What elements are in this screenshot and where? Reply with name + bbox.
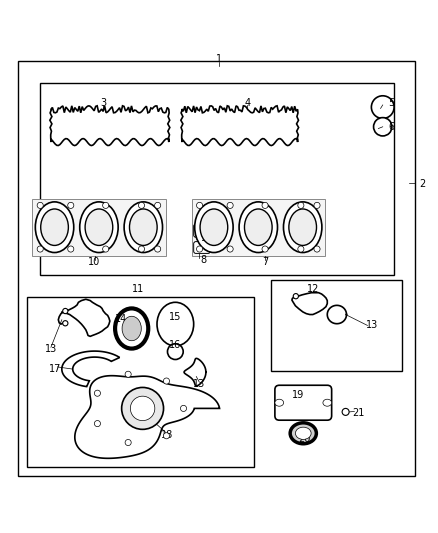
Bar [192, 199, 325, 256]
Text: 10: 10 [88, 257, 101, 267]
Ellipse shape [293, 294, 298, 299]
Text: 8: 8 [201, 255, 207, 265]
Ellipse shape [163, 378, 170, 384]
Ellipse shape [115, 309, 148, 349]
Ellipse shape [122, 387, 163, 430]
Text: 18: 18 [160, 430, 173, 440]
FancyBboxPatch shape [194, 224, 210, 237]
Ellipse shape [138, 203, 145, 208]
Ellipse shape [262, 246, 268, 252]
Ellipse shape [63, 321, 68, 326]
Text: 13: 13 [45, 344, 57, 354]
Ellipse shape [41, 209, 68, 245]
Text: 20: 20 [298, 434, 311, 444]
Ellipse shape [68, 246, 74, 252]
Ellipse shape [227, 246, 233, 252]
Ellipse shape [102, 246, 109, 252]
Text: 5: 5 [389, 98, 395, 108]
Text: 13: 13 [366, 320, 378, 330]
Ellipse shape [244, 209, 272, 245]
Ellipse shape [374, 118, 392, 136]
Polygon shape [50, 106, 170, 146]
Ellipse shape [125, 440, 131, 446]
Ellipse shape [262, 203, 268, 208]
Text: 3: 3 [100, 98, 106, 108]
Ellipse shape [155, 246, 161, 252]
Ellipse shape [200, 209, 228, 245]
Ellipse shape [157, 302, 194, 346]
Ellipse shape [94, 390, 100, 396]
FancyBboxPatch shape [194, 241, 210, 253]
Text: 15: 15 [169, 312, 181, 322]
Text: 13: 13 [193, 379, 205, 390]
Ellipse shape [85, 209, 113, 245]
Ellipse shape [289, 209, 317, 245]
Text: 16: 16 [169, 340, 181, 350]
Ellipse shape [102, 203, 109, 208]
Ellipse shape [94, 421, 100, 426]
Ellipse shape [283, 202, 322, 253]
Bar [32, 199, 166, 256]
Ellipse shape [195, 202, 233, 253]
Polygon shape [62, 351, 120, 386]
Ellipse shape [227, 203, 233, 208]
Ellipse shape [295, 427, 311, 439]
Polygon shape [181, 106, 299, 146]
Text: 2: 2 [419, 179, 425, 189]
Bar [27, 297, 254, 467]
Text: 9: 9 [201, 233, 207, 243]
Text: 1: 1 [216, 54, 222, 64]
Text: 21: 21 [353, 408, 365, 418]
Ellipse shape [314, 246, 320, 252]
Text: 19: 19 [291, 390, 304, 400]
Ellipse shape [197, 246, 203, 252]
Ellipse shape [35, 202, 74, 253]
Ellipse shape [155, 203, 161, 208]
Ellipse shape [138, 246, 145, 252]
Text: 4: 4 [244, 98, 251, 108]
Ellipse shape [371, 96, 394, 118]
Bar [272, 280, 403, 372]
Ellipse shape [180, 405, 187, 411]
Text: 11: 11 [132, 284, 145, 294]
Text: 14: 14 [115, 314, 127, 324]
Text: 6: 6 [389, 122, 395, 132]
Ellipse shape [239, 202, 278, 253]
Ellipse shape [323, 399, 332, 406]
Bar [40, 83, 394, 275]
Ellipse shape [68, 203, 74, 208]
Ellipse shape [167, 344, 183, 359]
Ellipse shape [275, 399, 284, 406]
Ellipse shape [290, 423, 316, 444]
Ellipse shape [80, 202, 118, 253]
Ellipse shape [298, 246, 304, 252]
Ellipse shape [163, 433, 170, 439]
Text: 7: 7 [262, 257, 268, 267]
Ellipse shape [37, 246, 43, 252]
Text: 12: 12 [307, 284, 319, 294]
Ellipse shape [314, 203, 320, 208]
Ellipse shape [122, 316, 141, 341]
Ellipse shape [342, 408, 349, 415]
Text: 17: 17 [49, 364, 61, 374]
Polygon shape [75, 376, 219, 458]
Ellipse shape [37, 203, 43, 208]
FancyBboxPatch shape [275, 385, 332, 420]
Ellipse shape [130, 209, 157, 245]
Ellipse shape [63, 309, 68, 313]
Ellipse shape [124, 202, 162, 253]
Ellipse shape [125, 371, 131, 377]
Ellipse shape [197, 203, 203, 208]
Ellipse shape [131, 396, 155, 421]
Ellipse shape [298, 203, 304, 208]
